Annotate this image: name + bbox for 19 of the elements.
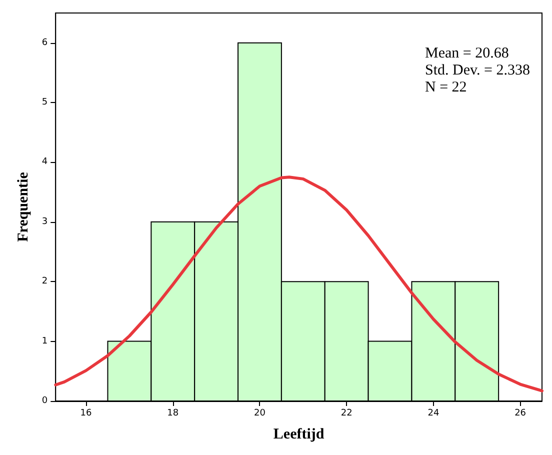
annotation: N = 22 [425, 80, 467, 96]
line-series [54, 176, 544, 392]
x-tick-label: 20 [254, 408, 266, 418]
y-tick-label: 0 [42, 396, 48, 406]
x-tick-label: 18 [167, 408, 179, 418]
y-tick-label: 6 [42, 38, 48, 48]
y-tick-label: 3 [42, 216, 48, 227]
x-axis-title: Leeftijd [273, 426, 325, 442]
y-tick-label: 4 [42, 157, 48, 168]
annotation: Mean = 20.68 [425, 46, 509, 62]
annotation: Std. Dev. = 2.338 [425, 62, 530, 78]
y-axis-title: Frequentie [16, 172, 32, 242]
y-tick-label: 1 [42, 336, 48, 346]
y-tick-label: 5 [42, 98, 48, 108]
y-tick-label: 2 [42, 276, 48, 287]
x-tick-label: 24 [428, 408, 440, 418]
x-tick-label: 26 [514, 408, 526, 418]
x-tick-label: 22 [340, 408, 352, 418]
x-tick-label: 16 [80, 408, 92, 418]
